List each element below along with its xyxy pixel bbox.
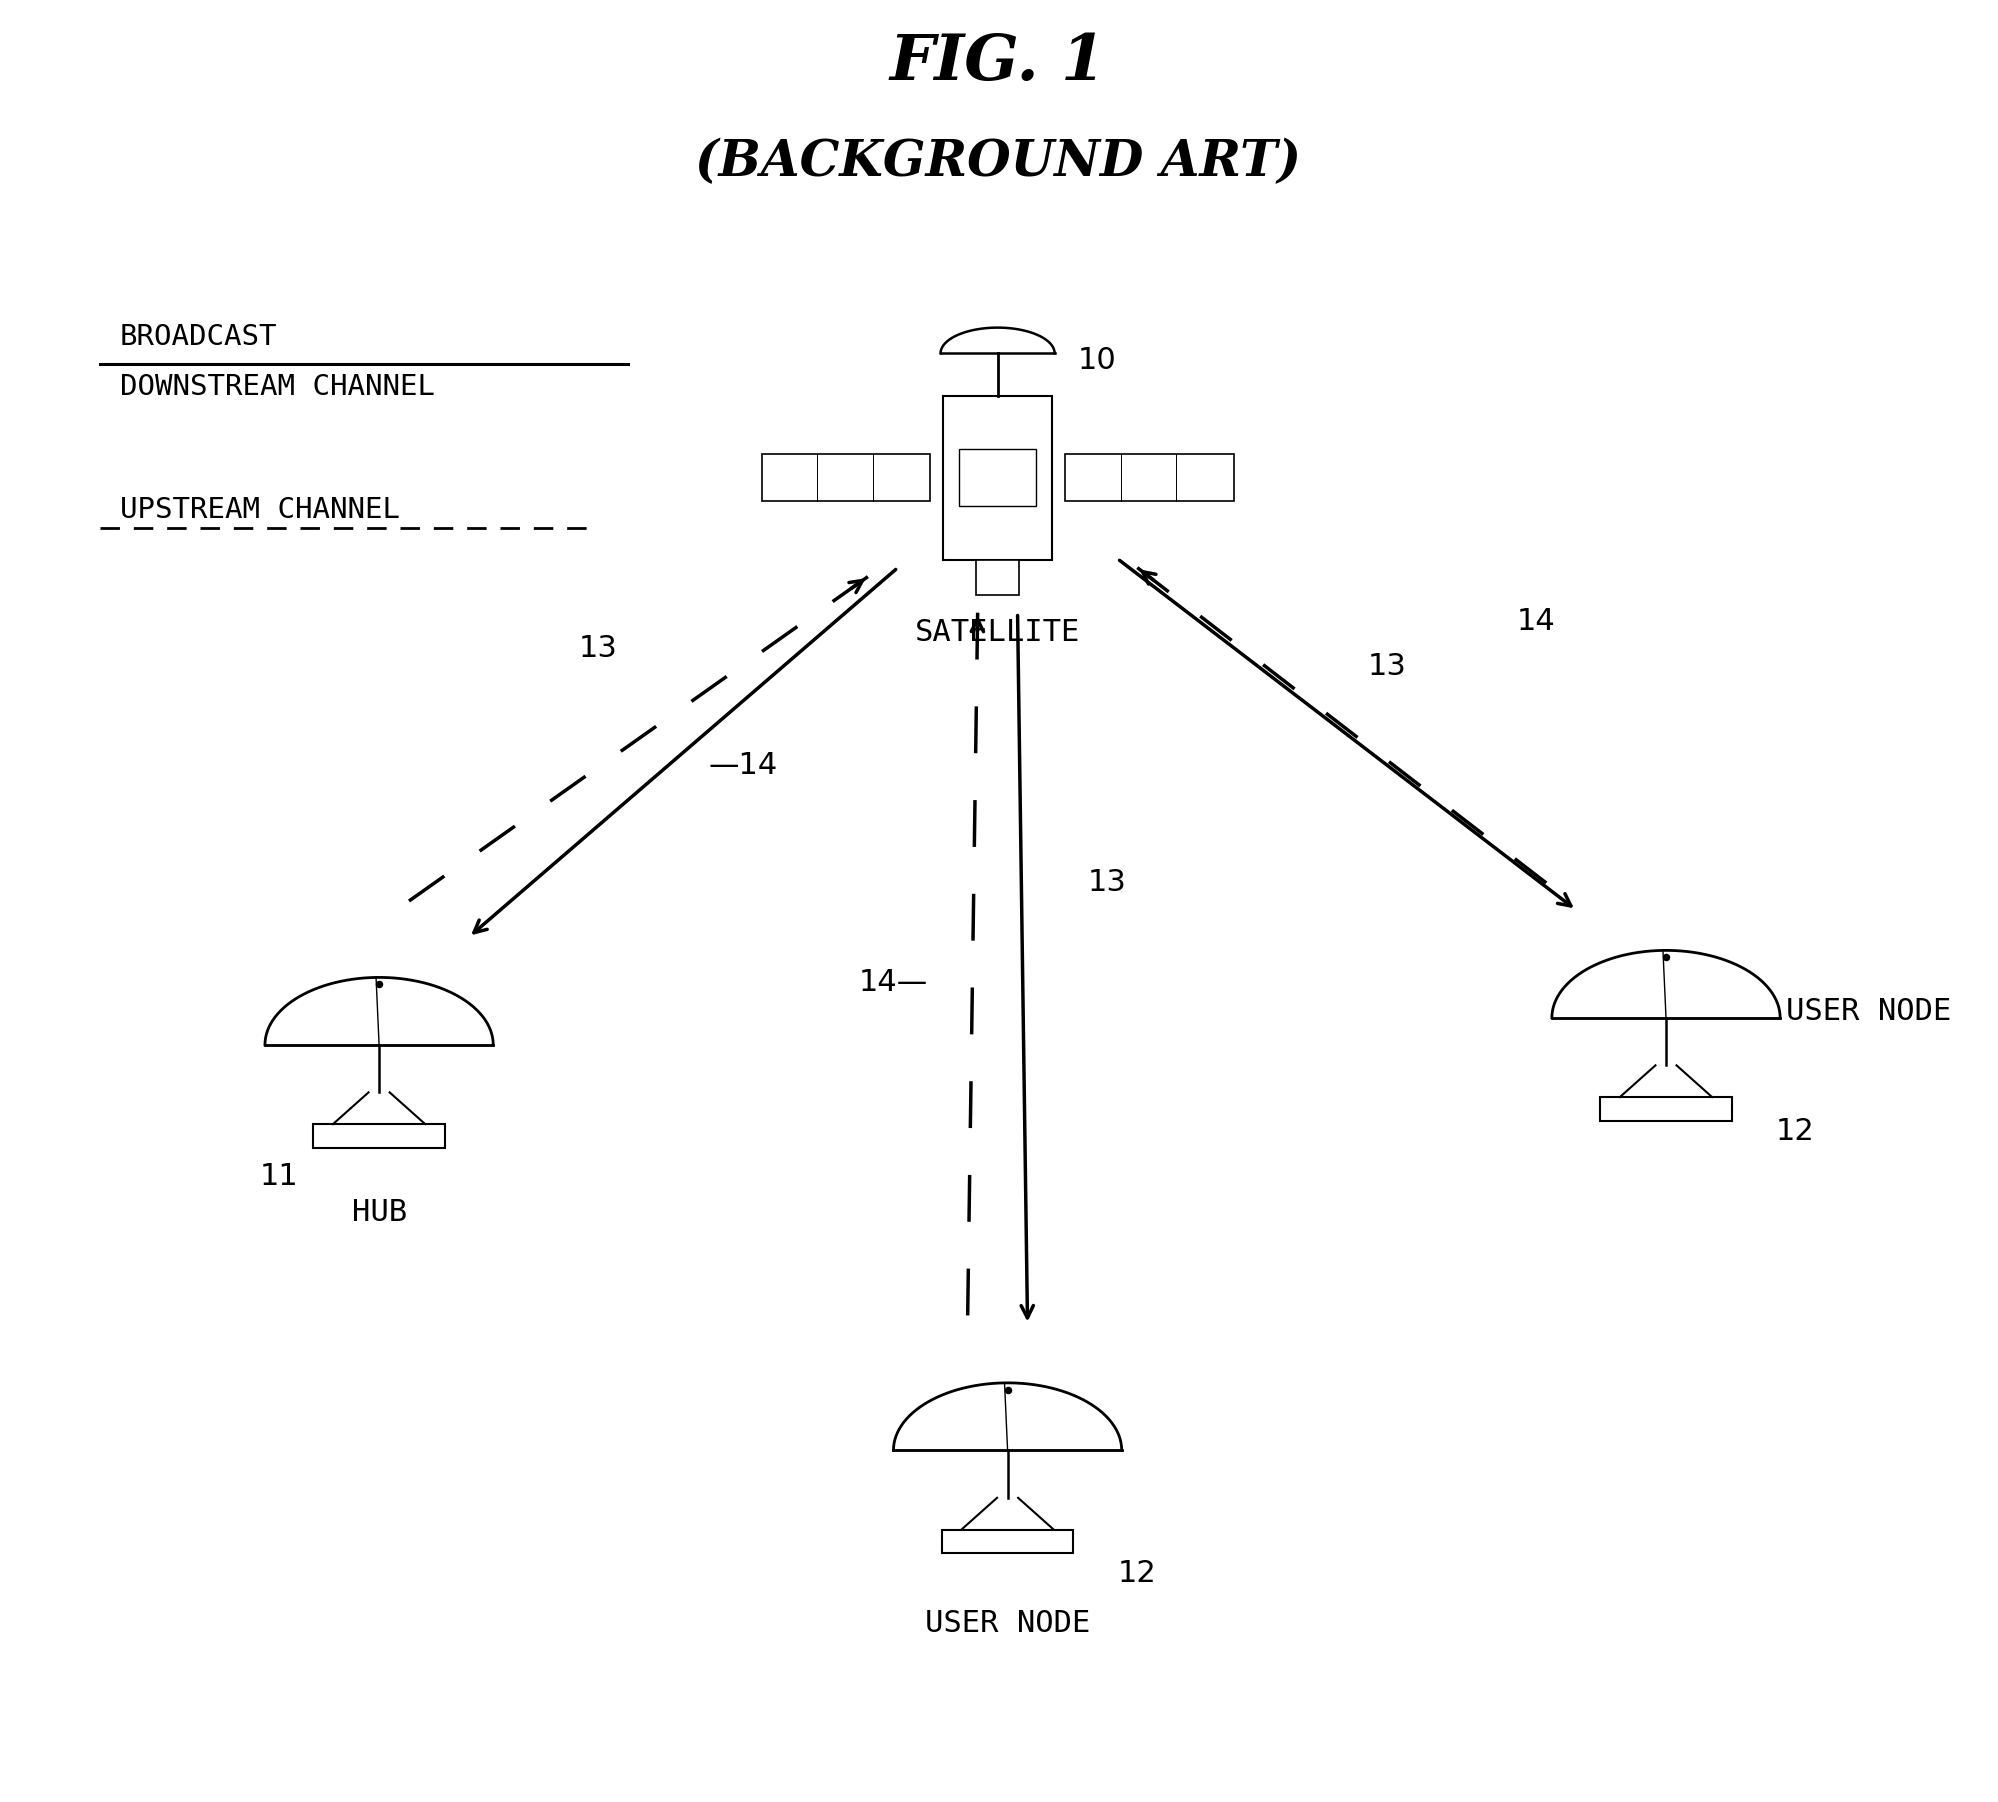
Text: 13: 13 xyxy=(1367,652,1407,681)
Text: FIG. 1: FIG. 1 xyxy=(889,32,1105,94)
Bar xyxy=(959,449,1035,506)
Bar xyxy=(1065,454,1233,501)
Text: 13: 13 xyxy=(1087,869,1127,897)
Text: 12: 12 xyxy=(1776,1117,1814,1146)
Text: (BACKGROUND ART): (BACKGROUND ART) xyxy=(695,137,1301,187)
Text: 14: 14 xyxy=(1516,607,1556,636)
Text: USER NODE: USER NODE xyxy=(1786,997,1952,1025)
Text: USER NODE: USER NODE xyxy=(925,1609,1091,1638)
Bar xyxy=(975,559,1019,595)
Bar xyxy=(943,396,1053,559)
Text: —14: —14 xyxy=(709,751,777,780)
Text: 12: 12 xyxy=(1117,1559,1157,1588)
Text: UPSTREAM CHANNEL: UPSTREAM CHANNEL xyxy=(120,496,400,524)
Text: SATELLITE: SATELLITE xyxy=(915,618,1081,647)
Bar xyxy=(941,1530,1073,1553)
Text: 11: 11 xyxy=(260,1162,298,1191)
Text: 14—: 14— xyxy=(859,968,927,997)
Text: HUB: HUB xyxy=(352,1198,408,1227)
Bar xyxy=(761,454,931,501)
Text: BROADCAST: BROADCAST xyxy=(120,323,278,351)
Text: 13: 13 xyxy=(579,634,617,663)
Bar xyxy=(314,1124,446,1148)
Text: DOWNSTREAM CHANNEL: DOWNSTREAM CHANNEL xyxy=(120,373,436,402)
Bar xyxy=(1600,1097,1732,1121)
Text: 10: 10 xyxy=(1077,346,1117,375)
